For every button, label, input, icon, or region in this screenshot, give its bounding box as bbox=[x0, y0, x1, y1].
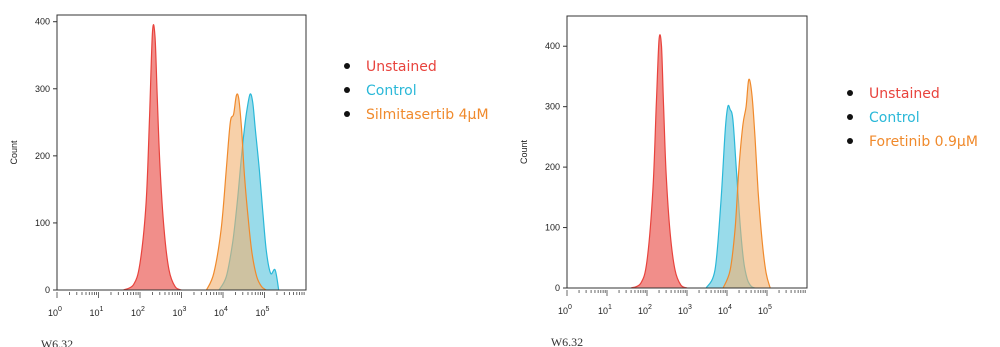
y-tick-label: 200 bbox=[35, 151, 50, 161]
x-tick-label: 103 bbox=[678, 304, 692, 316]
legend-label: Control bbox=[366, 83, 417, 99]
x-tick-label: 102 bbox=[131, 306, 145, 318]
legend-label: Unstained bbox=[869, 86, 940, 102]
x-tick-label: 104 bbox=[214, 306, 228, 318]
chart-panel-right: 0 100 200 300 400 100 101 102 103 104 105 Count W6.3… bbox=[515, 0, 1000, 347]
legend-item: Foretinib 0.9µM bbox=[847, 130, 978, 154]
series-line-silmitasertib bbox=[205, 93, 267, 290]
x-tick-label: 101 bbox=[598, 304, 612, 316]
series-line-unstained bbox=[630, 34, 688, 288]
y-tick-label: 0 bbox=[45, 285, 50, 295]
legend-right: Unstained Control Foretinib 0.9µM bbox=[847, 82, 978, 154]
plot-frame bbox=[56, 14, 307, 291]
legend-left: Unstained Control Silmitasertib 4µM bbox=[344, 55, 489, 127]
y-tick-label: 400 bbox=[545, 41, 560, 51]
y-tick-label: 0 bbox=[555, 283, 560, 293]
chart-panel-left: 0 100 200 300 400 100 101 102 103 104 105 Count W6.3… bbox=[9, 14, 489, 347]
y-tick-label: 100 bbox=[545, 223, 560, 233]
series-area-unstained bbox=[123, 24, 182, 290]
x-axis-title: W6.32 bbox=[41, 337, 73, 347]
legend-item: Silmitasertib 4µM bbox=[344, 103, 489, 127]
y-tick-label: 400 bbox=[35, 17, 50, 27]
histogram-chart-right: 0 100 200 300 400 100 101 102 103 104 105 Count W6.3… bbox=[519, 15, 808, 347]
y-axis-title: Count bbox=[9, 140, 19, 165]
legend-label: Foretinib 0.9µM bbox=[869, 134, 978, 150]
legend-label: Unstained bbox=[366, 59, 437, 75]
x-tick-label: 105 bbox=[758, 304, 772, 316]
bullet-icon bbox=[847, 114, 853, 120]
x-tick-label: 100 bbox=[48, 306, 62, 318]
bullet-icon bbox=[344, 87, 350, 93]
bullet-icon bbox=[847, 138, 853, 144]
bullet-icon bbox=[344, 111, 350, 117]
y-axis-title: Count bbox=[519, 140, 529, 165]
y-tick-label: 100 bbox=[35, 218, 50, 228]
series-area-unstained bbox=[631, 34, 687, 288]
bullet-icon bbox=[847, 90, 853, 96]
x-tick-label: 105 bbox=[256, 306, 270, 318]
legend-label: Control bbox=[869, 110, 920, 126]
series-line-foretinib bbox=[722, 78, 771, 288]
x-tick-label: 104 bbox=[718, 304, 732, 316]
x-tick-label: 102 bbox=[638, 304, 652, 316]
x-tick-label: 101 bbox=[90, 306, 104, 318]
legend-item: Unstained bbox=[344, 55, 489, 79]
y-tick-label: 300 bbox=[545, 102, 560, 112]
legend-item: Unstained bbox=[847, 82, 978, 106]
legend-item: Control bbox=[344, 79, 489, 103]
x-tick-label: 103 bbox=[173, 306, 187, 318]
histogram-chart-left: 0 100 200 300 400 100 101 102 103 104 105 Count W6.3… bbox=[9, 14, 307, 347]
x-tick-label: 100 bbox=[558, 304, 572, 316]
plot-frame bbox=[566, 15, 808, 289]
series-area-silmitasertib bbox=[206, 93, 267, 290]
bullet-icon bbox=[344, 63, 350, 69]
legend-label: Silmitasertib 4µM bbox=[366, 107, 489, 123]
series-line-unstained bbox=[123, 24, 182, 290]
legend-item: Control bbox=[847, 106, 978, 130]
x-axis-title: W6.32 bbox=[551, 335, 583, 347]
y-tick-label: 200 bbox=[545, 162, 560, 172]
y-tick-label: 300 bbox=[35, 84, 50, 94]
